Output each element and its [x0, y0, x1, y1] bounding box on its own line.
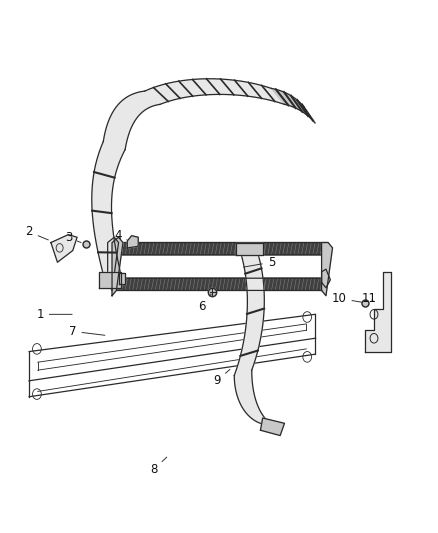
Polygon shape: [365, 272, 392, 352]
Text: 7: 7: [69, 325, 105, 338]
Text: 9: 9: [213, 369, 230, 387]
Text: 6: 6: [198, 294, 211, 313]
Polygon shape: [321, 243, 332, 296]
Polygon shape: [99, 272, 121, 288]
Polygon shape: [234, 370, 280, 429]
Polygon shape: [119, 273, 125, 284]
Polygon shape: [234, 248, 264, 375]
Text: 2: 2: [25, 225, 48, 240]
Polygon shape: [321, 269, 330, 288]
Polygon shape: [108, 237, 119, 290]
Polygon shape: [117, 278, 328, 290]
Polygon shape: [117, 243, 328, 255]
Text: 3: 3: [65, 231, 81, 244]
Polygon shape: [237, 243, 263, 255]
Text: 5: 5: [244, 256, 275, 269]
Polygon shape: [103, 91, 160, 150]
Polygon shape: [127, 236, 138, 248]
Text: 10: 10: [332, 292, 362, 305]
Text: 11: 11: [362, 292, 377, 305]
Polygon shape: [51, 235, 77, 262]
Polygon shape: [145, 79, 285, 104]
Polygon shape: [92, 142, 125, 274]
Polygon shape: [272, 88, 315, 123]
Text: 1: 1: [36, 308, 72, 321]
Text: 4: 4: [114, 229, 127, 242]
Text: 8: 8: [150, 457, 167, 476]
Polygon shape: [261, 418, 285, 435]
Polygon shape: [112, 237, 123, 296]
